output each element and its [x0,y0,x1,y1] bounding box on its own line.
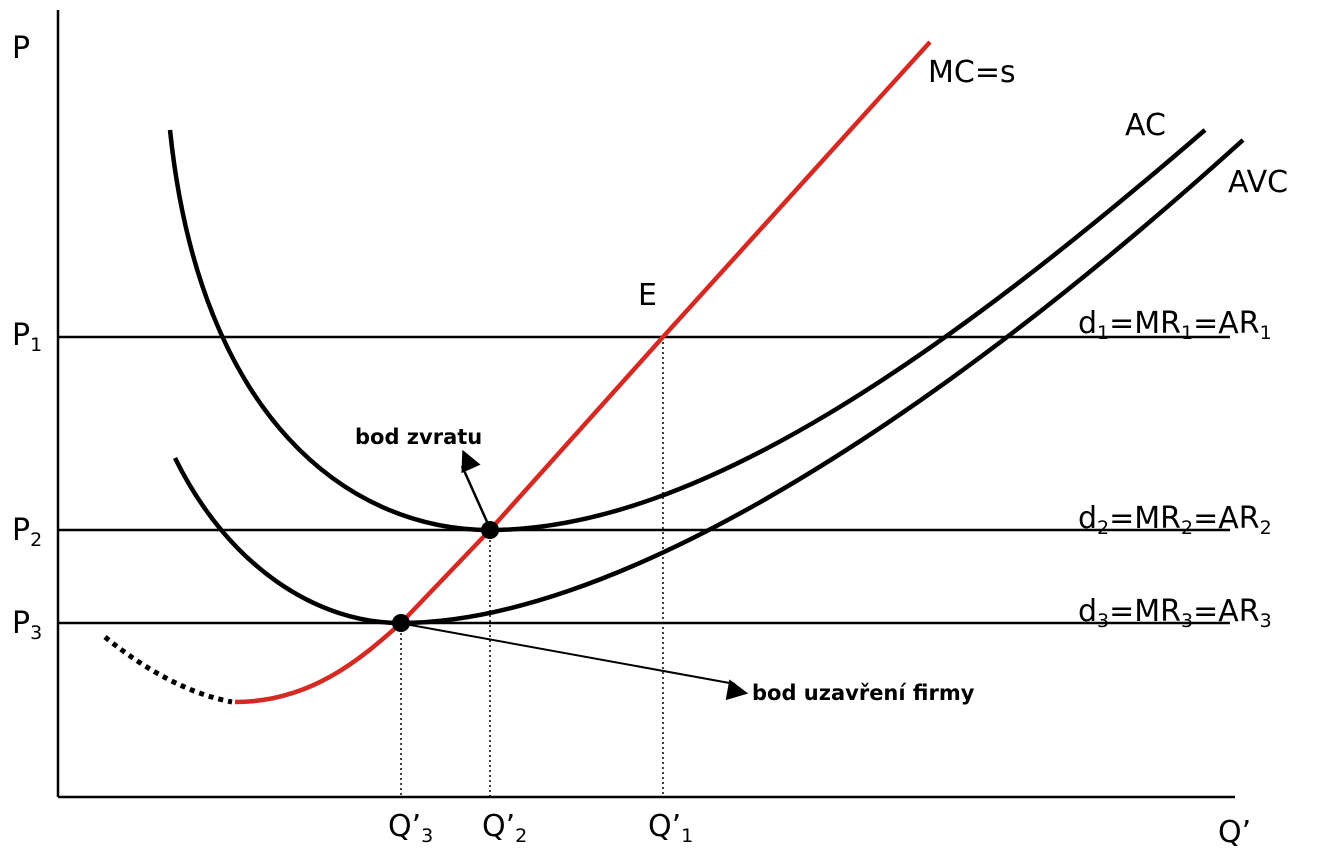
arrow [404,623,749,701]
subscript: 2 [515,825,527,847]
text-part: d [1078,306,1097,341]
subscript: 2 [1181,517,1193,539]
x-axis-label: Q’ [1218,815,1251,850]
price-label: P2 [12,513,42,551]
mc-label: MC=s [928,55,1016,90]
quantity-label: Q’3 [388,809,433,847]
subscript: 1 [1260,322,1272,344]
ac-curve [167,128,1207,533]
demand-label: d2=MR2=AR2 [1078,501,1272,539]
text-part: P [12,318,30,353]
subscript: 3 [1260,610,1272,632]
subscript: 1 [681,825,693,847]
text-part: =MR [1109,501,1181,536]
subscript: 3 [30,622,42,644]
shutdown-point [392,614,410,632]
subscript: 3 [1181,610,1193,632]
text-part: d [1078,501,1097,536]
text-part: d [1078,594,1097,629]
quantity-label: Q’1 [648,809,693,847]
ac-label: AC [1125,108,1166,143]
arrow [460,449,490,525]
point-label: E [638,278,657,313]
annotation: bod zvratu [355,425,482,449]
text-part: P [12,513,30,548]
y-axis-label: P [12,31,30,66]
text-part: =MR [1109,306,1181,341]
avc-label: AVC [1228,165,1288,200]
demand-label: d3=MR3=AR3 [1078,594,1272,632]
subscript: 3 [421,825,433,847]
mc-curve [234,40,932,705]
annotation: bod uzavření firmy [752,681,975,705]
subscript: 2 [1260,517,1272,539]
mc-dotted [103,635,233,705]
break-even-point [481,521,499,539]
text-part: =AR [1193,306,1260,341]
quantity-label: Q’2 [482,809,527,847]
subscript: 2 [1097,517,1109,539]
subscript: 2 [30,529,42,551]
text-part: Q’ [388,809,421,844]
subscript: 3 [1097,610,1109,632]
text-part: Q’ [648,809,681,844]
price-label: P3 [12,606,42,644]
subscript: 1 [1181,322,1193,344]
text-part: Q’ [482,809,515,844]
text-part: P [12,606,30,641]
demand-label: d1=MR1=AR1 [1078,306,1272,344]
text-part: =AR [1193,501,1260,536]
subscript: 1 [1097,322,1109,344]
avc-curve [172,138,1245,626]
price-label: P1 [12,318,42,356]
text-part: =AR [1193,594,1260,629]
subscript: 1 [30,334,42,356]
text-part: =MR [1109,594,1181,629]
